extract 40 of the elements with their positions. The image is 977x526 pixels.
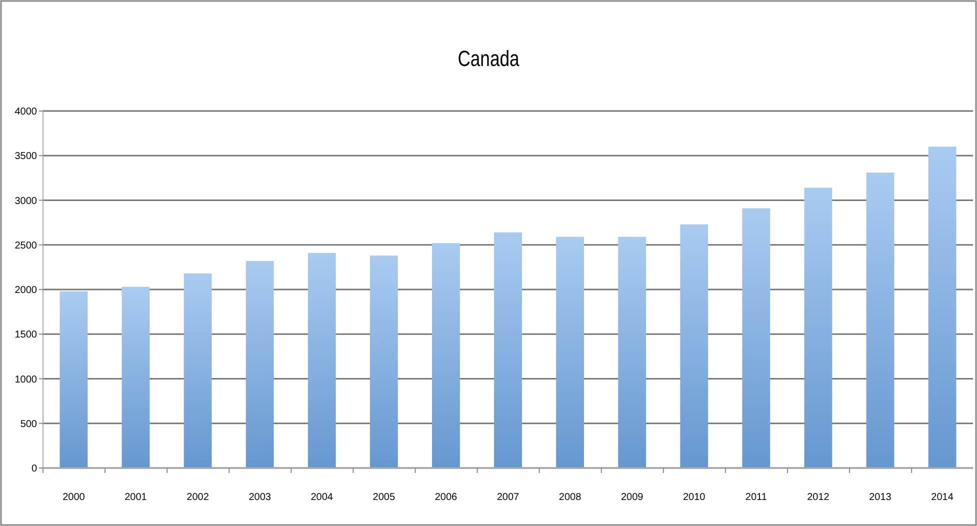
x-tick-label: 2006	[434, 492, 458, 503]
y-tick-label: 2500	[14, 240, 38, 252]
x-tick-label: 2001	[124, 492, 148, 503]
bar	[556, 236, 584, 468]
bar	[804, 188, 832, 468]
y-tick-label: 3000	[14, 196, 38, 207]
x-tick-label: 2000	[62, 492, 86, 503]
x-tick-label: 2014	[931, 492, 954, 503]
x-tick-label: 2009	[620, 492, 644, 503]
bar	[680, 224, 708, 468]
y-tick-label: 4000	[14, 106, 38, 118]
bar	[866, 172, 894, 468]
bar	[184, 273, 212, 468]
y-tick-label: 1000	[14, 374, 38, 386]
x-tick-label: 2003	[248, 492, 272, 503]
bar	[308, 252, 336, 468]
bar	[60, 291, 88, 468]
x-tick-label: 2007	[496, 492, 520, 503]
y-tick-label: 1500	[14, 330, 38, 341]
chart-title: Canada	[458, 47, 520, 72]
bar	[122, 286, 150, 468]
x-tick-label: 2004	[310, 492, 334, 503]
y-tick-label: 0	[31, 464, 38, 474]
x-tick-label: 2012	[807, 492, 830, 503]
bar	[618, 236, 646, 468]
y-tick-label: 3500	[14, 151, 38, 162]
x-tick-label: 2002	[186, 492, 210, 503]
x-tick-label: 2013	[869, 492, 892, 503]
bar	[928, 146, 956, 468]
bar	[432, 243, 460, 468]
x-tick-label: 2005	[372, 492, 396, 503]
x-tick-label: 2011	[745, 492, 768, 503]
x-tick-label: 2008	[558, 492, 582, 503]
x-tick-label: 2010	[683, 492, 706, 503]
y-tick-label: 500	[20, 418, 38, 430]
bar	[370, 256, 398, 468]
y-tick-label: 2000	[14, 285, 38, 296]
bar	[494, 232, 522, 468]
bar	[246, 260, 274, 468]
bar	[742, 208, 770, 468]
